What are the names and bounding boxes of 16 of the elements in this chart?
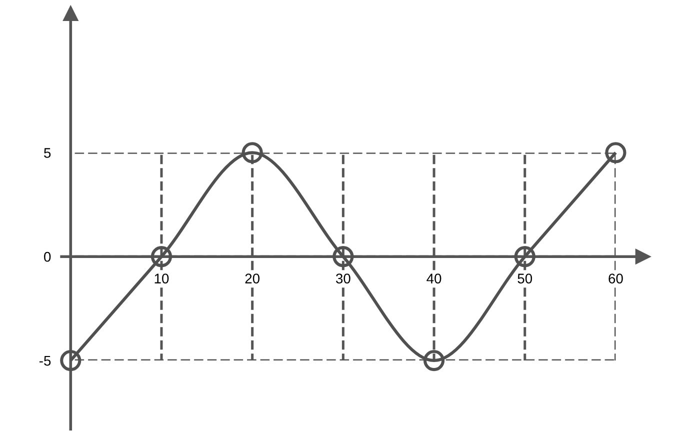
x-tick-label: 10: [154, 274, 169, 284]
y-tick-label: 0: [44, 252, 51, 262]
point: [332, 246, 354, 268]
point: [605, 142, 626, 164]
point: [60, 350, 82, 372]
point: [423, 350, 445, 372]
x-tick-label: 60: [608, 274, 623, 284]
point: [150, 246, 172, 268]
x-tick-label: 30: [336, 274, 350, 284]
x-tick-label: 50: [518, 274, 532, 284]
y-tick-label: 5: [44, 148, 51, 158]
x-tick-label: 20: [245, 274, 260, 284]
y-tick-label: -5: [39, 356, 51, 366]
point: [242, 142, 263, 164]
x-tick-label: 40: [426, 274, 442, 284]
point: [514, 246, 536, 268]
